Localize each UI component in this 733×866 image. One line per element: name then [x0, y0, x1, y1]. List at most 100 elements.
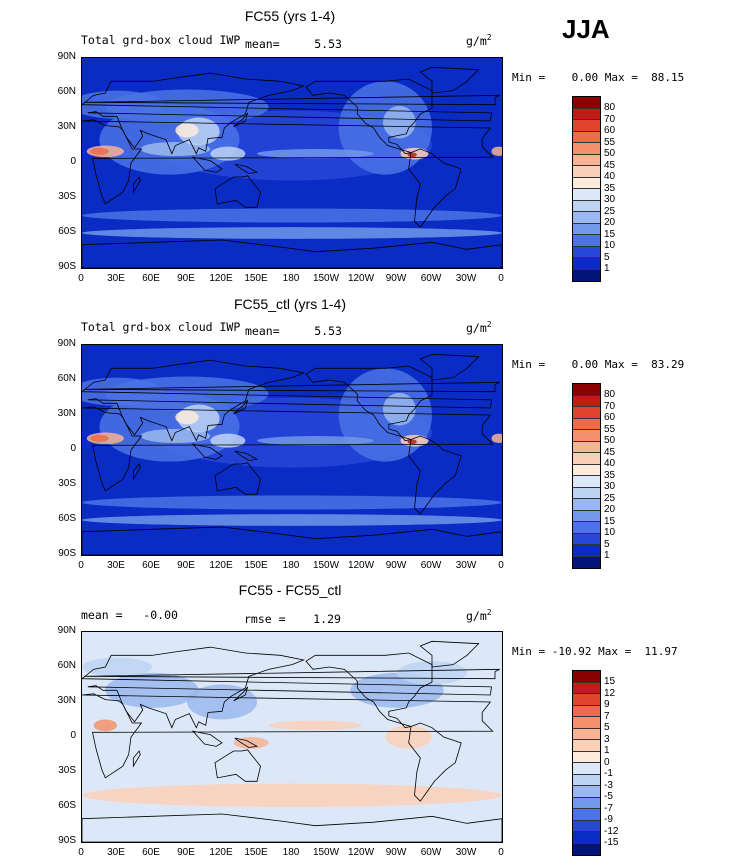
coastline	[82, 646, 492, 729]
panel-subtitle: mean = -0.00	[81, 608, 178, 622]
colorbar-level: 5	[604, 538, 610, 550]
colorbar-level: 45	[604, 446, 616, 458]
field-contour	[315, 748, 409, 772]
x-tick-label: 150W	[312, 273, 340, 284]
colorbar-swatch	[573, 694, 600, 706]
colorbar-swatch	[573, 430, 600, 442]
colorbar-labels: 80 70 60 55 50 45 40 35 30 25 20 15 10 5 1	[604, 389, 615, 562]
map-svg	[82, 58, 502, 268]
colorbar-swatch	[573, 97, 600, 109]
colorbar-swatch	[573, 258, 600, 270]
panel-subtitle: Total grd-box cloud IWP	[81, 320, 241, 334]
field-contour	[82, 227, 502, 239]
coastline	[214, 175, 261, 208]
panel-stat: mean= 5.53	[245, 324, 342, 338]
colorbar-swatch	[573, 223, 600, 235]
y-tick-label: 90S	[58, 548, 76, 559]
field-contour	[385, 725, 432, 749]
x-tick-label: 60W	[420, 560, 442, 571]
map-panel	[81, 57, 503, 269]
x-tick-label: 60E	[142, 560, 160, 571]
y-tick-label: 30S	[58, 765, 76, 776]
x-tick-label: 60W	[420, 847, 442, 858]
colorbar-level: 15	[604, 515, 616, 527]
colorbar-level: 70	[604, 113, 616, 125]
coastline	[84, 668, 500, 680]
x-tick-label: 0	[78, 560, 84, 571]
x-tick-label: 120E	[209, 273, 233, 284]
colorbar-level: 40	[604, 458, 616, 469]
x-tick-label: 90E	[177, 273, 195, 284]
colorbar-level: 70	[604, 400, 616, 412]
coastline	[191, 156, 223, 173]
field-contour	[268, 720, 362, 730]
colorbar-swatch	[573, 108, 600, 120]
field-contour	[93, 719, 117, 732]
x-tick-label: 120E	[209, 560, 233, 571]
y-tick-label: 60N	[57, 86, 76, 97]
units-label: g/m2	[466, 320, 492, 335]
colorbar-swatch	[573, 441, 600, 453]
x-tick-label: 30E	[107, 273, 125, 284]
colorbar-level: 5	[604, 251, 610, 263]
field-contour	[140, 142, 211, 156]
x-tick-label: 90E	[177, 847, 195, 858]
x-tick-label: 180	[282, 847, 300, 858]
colorbar-level: 1	[604, 263, 610, 274]
x-tick-label: 150E	[244, 560, 268, 571]
min-max-label: Min = 0.00 Max = 88.15	[512, 71, 685, 84]
x-tick-label: 120W	[347, 847, 375, 858]
coastline	[82, 526, 502, 555]
field-contour	[90, 147, 109, 155]
y-tick-label: 30N	[57, 408, 76, 419]
y-tick-label: 30N	[57, 121, 76, 132]
x-tick-label: 150E	[244, 273, 268, 284]
units-exponent: 2	[486, 33, 492, 42]
x-tick-label: 150W	[312, 560, 340, 571]
colorbar-swatch	[573, 774, 600, 786]
colorbar-swatch	[573, 120, 600, 132]
x-tick-label: 0	[78, 847, 84, 858]
coastline	[419, 353, 480, 381]
colorbar-level: 60	[604, 412, 616, 423]
colorbar-swatch	[573, 717, 600, 729]
colorbar-swatch	[573, 131, 600, 143]
y-tick-label: 30S	[58, 478, 76, 489]
coastline	[82, 813, 502, 842]
min-max-label: Min = -10.92 Max = 11.97	[512, 645, 678, 658]
field-contour	[82, 783, 502, 807]
colorbar-swatch	[573, 384, 600, 396]
coastline	[419, 640, 480, 668]
colorbar-swatch	[573, 832, 600, 844]
colorbar-swatch	[573, 246, 600, 258]
x-tick-label: 180	[282, 560, 300, 571]
x-tick-label: 30E	[107, 560, 125, 571]
field-contour	[210, 433, 246, 448]
panel-title: FC55 (yrs 1-4)	[244, 8, 336, 24]
x-tick-label: 30W	[455, 560, 477, 571]
coastline	[132, 176, 141, 194]
colorbar-level: 80	[604, 389, 616, 400]
colorbar-swatch	[573, 177, 600, 189]
panel-subtitle: Total grd-box cloud IWP	[81, 33, 241, 47]
colorbar-level: 30	[604, 194, 616, 205]
colorbar-swatch	[573, 705, 600, 717]
panel-stat: mean= 5.53	[245, 37, 342, 51]
colorbar-swatch	[573, 533, 600, 545]
coastline	[191, 730, 223, 747]
colorbar-swatch	[573, 212, 600, 224]
coastline	[233, 399, 249, 415]
y-tick-label: 90N	[57, 625, 76, 636]
colorbar-level: 12	[604, 687, 616, 699]
colorbar-level: 40	[604, 171, 616, 182]
field-contour	[82, 377, 164, 406]
coastline	[233, 686, 249, 702]
colorbar-level: 50	[604, 435, 616, 446]
panel-title: FC55 - FC55_ctl	[238, 582, 342, 598]
coastline	[408, 435, 462, 515]
colorbar-swatch	[573, 235, 600, 247]
colorbar-swatch	[573, 418, 600, 430]
colorbar-level: 50	[604, 148, 616, 159]
colorbar-swatch	[573, 740, 600, 752]
colorbar-level: 1	[604, 745, 610, 756]
